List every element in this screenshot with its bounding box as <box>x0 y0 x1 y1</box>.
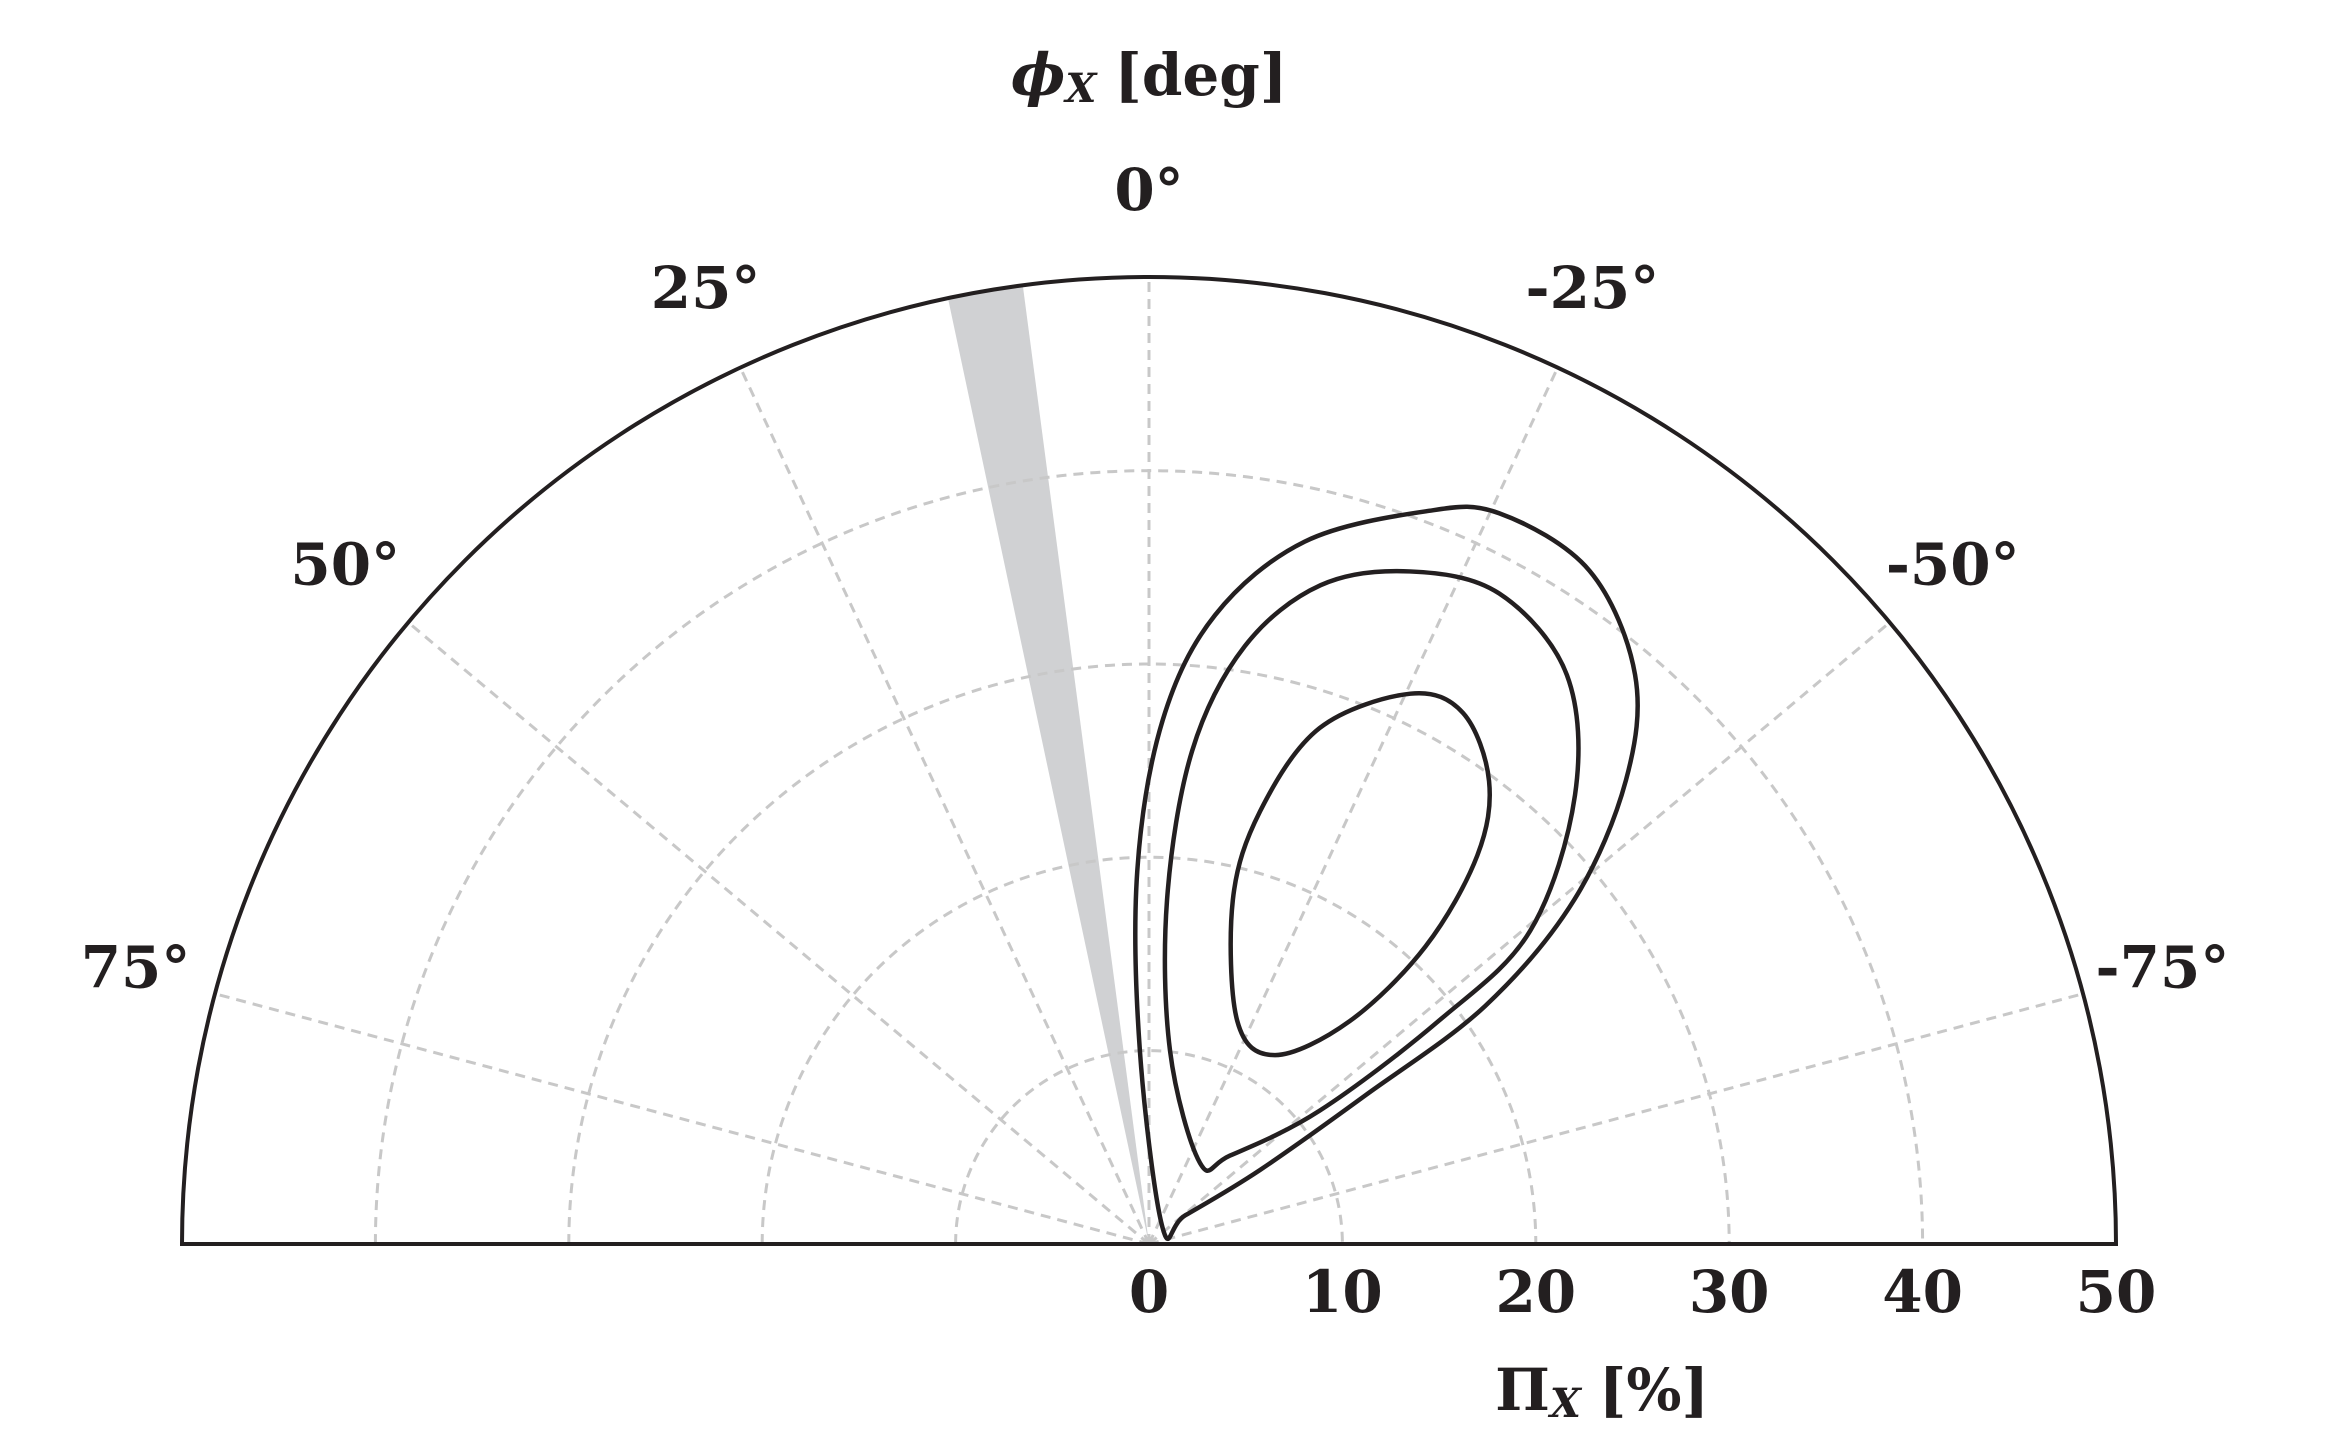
theta-axis-label: ϕX [deg] <box>1011 41 1288 112</box>
theta-tick-label: -50° <box>1886 531 2020 599</box>
subscript: X <box>1547 1380 1583 1427</box>
contour <box>1228 690 1492 1058</box>
r-tick-label: 40 <box>1882 1258 1963 1326</box>
unit: [deg] <box>1114 41 1287 109</box>
theta-grid-line <box>214 992 1150 1246</box>
contour <box>1133 504 1640 1241</box>
unit: [%] <box>1599 1356 1709 1424</box>
r-tick-label: 0 <box>1129 1258 1169 1326</box>
contour <box>1162 568 1581 1173</box>
r-grid-line <box>760 855 1538 1245</box>
r-grid-line <box>954 1049 1344 1245</box>
theta-grid-line <box>738 366 1151 1245</box>
theta-grid-line <box>1148 621 1891 1246</box>
r-tick-label: 20 <box>1495 1258 1576 1326</box>
theta-tick-label: 25° <box>651 254 761 322</box>
theta-tick-label: 0° <box>1114 156 1183 224</box>
r-grid-line <box>567 662 1731 1245</box>
r-tick-label: 10 <box>1302 1258 1383 1326</box>
theta-tick-label: 50° <box>290 531 400 599</box>
symbol: Π <box>1495 1356 1550 1424</box>
symbol: ϕ <box>1011 41 1066 109</box>
theta-grid-line <box>1147 366 1560 1245</box>
theta-grid-line <box>1148 992 2084 1246</box>
theta-tick-label: 75° <box>81 933 191 1001</box>
theta-tick-label: -25° <box>1526 254 1660 322</box>
r-tick-label: 30 <box>1689 1258 1770 1326</box>
r-axis-label: ΠX [%] <box>1495 1356 1709 1427</box>
subscript: X <box>1062 65 1098 112</box>
shaded-sector <box>947 285 1149 1244</box>
r-tick-label: 50 <box>2076 1258 2157 1326</box>
polar-frame <box>179 275 2119 1246</box>
theta-grid-line <box>407 621 1150 1246</box>
theta-tick-label: -75° <box>2096 933 2230 1001</box>
